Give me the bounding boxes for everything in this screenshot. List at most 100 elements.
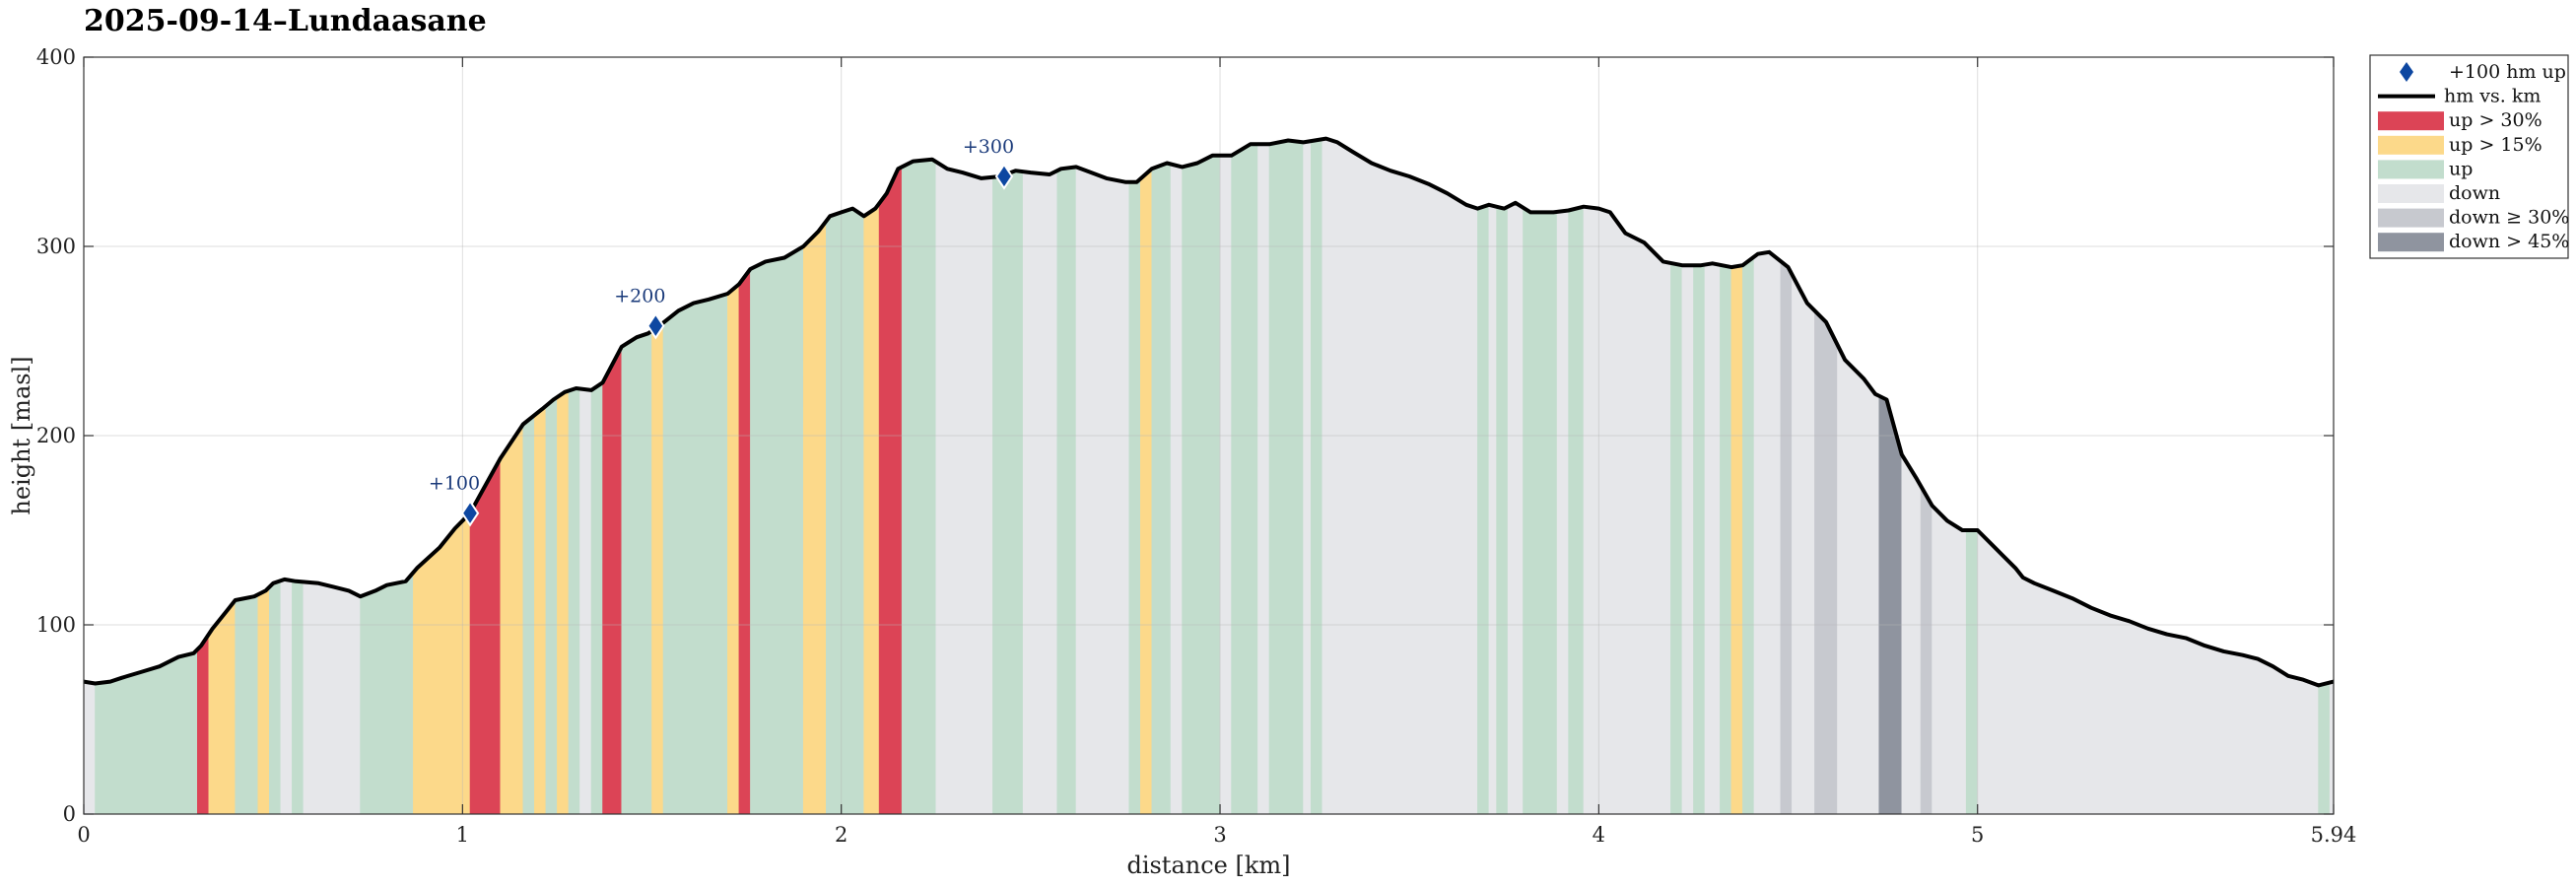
segment-up30 (878, 166, 903, 815)
segment-down (303, 581, 361, 815)
profile-series (83, 136, 2335, 688)
segment-down (1681, 264, 1694, 815)
grid-lines (84, 57, 2334, 814)
y-tick-label: 400 (36, 45, 76, 69)
legend-label: down ≥ 30% (2449, 207, 2569, 229)
segment-up (1151, 163, 1172, 815)
segment-up (292, 580, 305, 815)
segment-up (1965, 529, 1979, 815)
segment-down (1901, 453, 1922, 815)
x-axis-label: distance [km] (1126, 852, 1290, 879)
segment-up (621, 330, 652, 815)
segment-up30 (738, 268, 751, 815)
legend-marker-icon (2400, 62, 2413, 82)
axes: 0 1 2 3 4 5 5.94 0 100 200 300 400 (36, 45, 2356, 847)
segment-up (1693, 264, 1706, 815)
segment-up (1670, 262, 1683, 815)
segment-down (280, 579, 293, 815)
segment-down (1507, 202, 1524, 815)
legend-swatch (2378, 184, 2444, 203)
segment-down (1556, 210, 1569, 815)
climb-marker (994, 163, 1014, 190)
chart-title: 2025-09-14–Lundaasane (84, 4, 487, 38)
legend-swatch (2378, 208, 2444, 228)
segment-down30 (1780, 260, 1793, 815)
segment-up (1310, 138, 1323, 815)
segment-down (1704, 262, 1721, 815)
segment-up15 (557, 390, 570, 815)
legend-label: down > 45% (2449, 231, 2569, 252)
segment-up (545, 396, 558, 815)
segment-down (1170, 164, 1183, 815)
segment-down (1977, 529, 2319, 815)
segment-down (1303, 140, 1312, 815)
x-tick-label: 3 (1213, 823, 1226, 847)
segment-up (750, 245, 804, 815)
segment-down (935, 161, 993, 815)
climb-marker (646, 311, 665, 340)
marker-label: +100 (429, 473, 480, 495)
x-tick-label: 2 (835, 823, 847, 847)
legend-swatch (2378, 111, 2444, 131)
segment-down (1022, 170, 1058, 815)
segment-up15 (863, 202, 880, 815)
segment-up15 (727, 283, 740, 815)
segment-down (1932, 505, 1967, 815)
segment-up (1742, 256, 1755, 815)
segment-up (1056, 167, 1077, 815)
x-tick-label: 1 (456, 823, 469, 847)
segment-down (1075, 166, 1130, 815)
segment-up (1128, 177, 1141, 815)
segment-down45 (1878, 395, 1903, 815)
segment-up (1523, 207, 1558, 815)
x-tick-label: 5.94 (2311, 823, 2357, 847)
segment-up (1231, 144, 1258, 815)
segment-up (1182, 155, 1221, 815)
segment-up (825, 208, 865, 815)
legend-label: up (2449, 158, 2473, 179)
segment-down (579, 388, 592, 815)
legend-swatch (2378, 160, 2444, 179)
segment-up (1568, 206, 1585, 815)
climb-marker (460, 499, 480, 527)
marker-label: +300 (963, 136, 1014, 158)
segment-up (590, 381, 603, 815)
y-tick-label: 100 (36, 613, 76, 637)
legend-label: down (2449, 182, 2500, 204)
profile-line (83, 136, 2335, 688)
segment-down (1583, 206, 1671, 815)
segment-up (95, 648, 198, 815)
y-tick-label: 200 (36, 424, 76, 447)
segment-down (1488, 204, 1497, 815)
segment-up (1496, 206, 1509, 815)
segment-down (1837, 344, 1880, 815)
climb-markers: +100 +200 +300 (429, 136, 1014, 527)
legend-swatch (2378, 135, 2444, 155)
segment-down (1322, 138, 1478, 815)
y-tick-label: 300 (36, 235, 76, 258)
segment-up (1720, 264, 1732, 815)
segment-down (1792, 274, 1815, 815)
y-axis-label: height [masl] (8, 356, 35, 514)
segment-up (360, 572, 414, 815)
marker-label: +200 (614, 286, 665, 307)
x-tick-label: 0 (77, 823, 90, 847)
segment-up15 (802, 220, 827, 815)
segment-up (2318, 682, 2331, 815)
segment-up (522, 414, 535, 815)
legend-label: up > 15% (2449, 134, 2542, 156)
gradient-segments (83, 138, 2335, 815)
segment-up (568, 387, 580, 815)
segment-up15 (1730, 264, 1743, 815)
segment-up (901, 159, 937, 815)
segment-up (235, 593, 259, 815)
legend-label: up > 30% (2449, 109, 2542, 131)
segment-down (1219, 155, 1232, 815)
segment-up30 (602, 346, 623, 815)
segment-down (1753, 251, 1782, 815)
segment-up15 (500, 423, 524, 815)
segment-up (662, 293, 728, 815)
segment-down30 (1920, 484, 1932, 815)
segment-down (1257, 144, 1270, 815)
